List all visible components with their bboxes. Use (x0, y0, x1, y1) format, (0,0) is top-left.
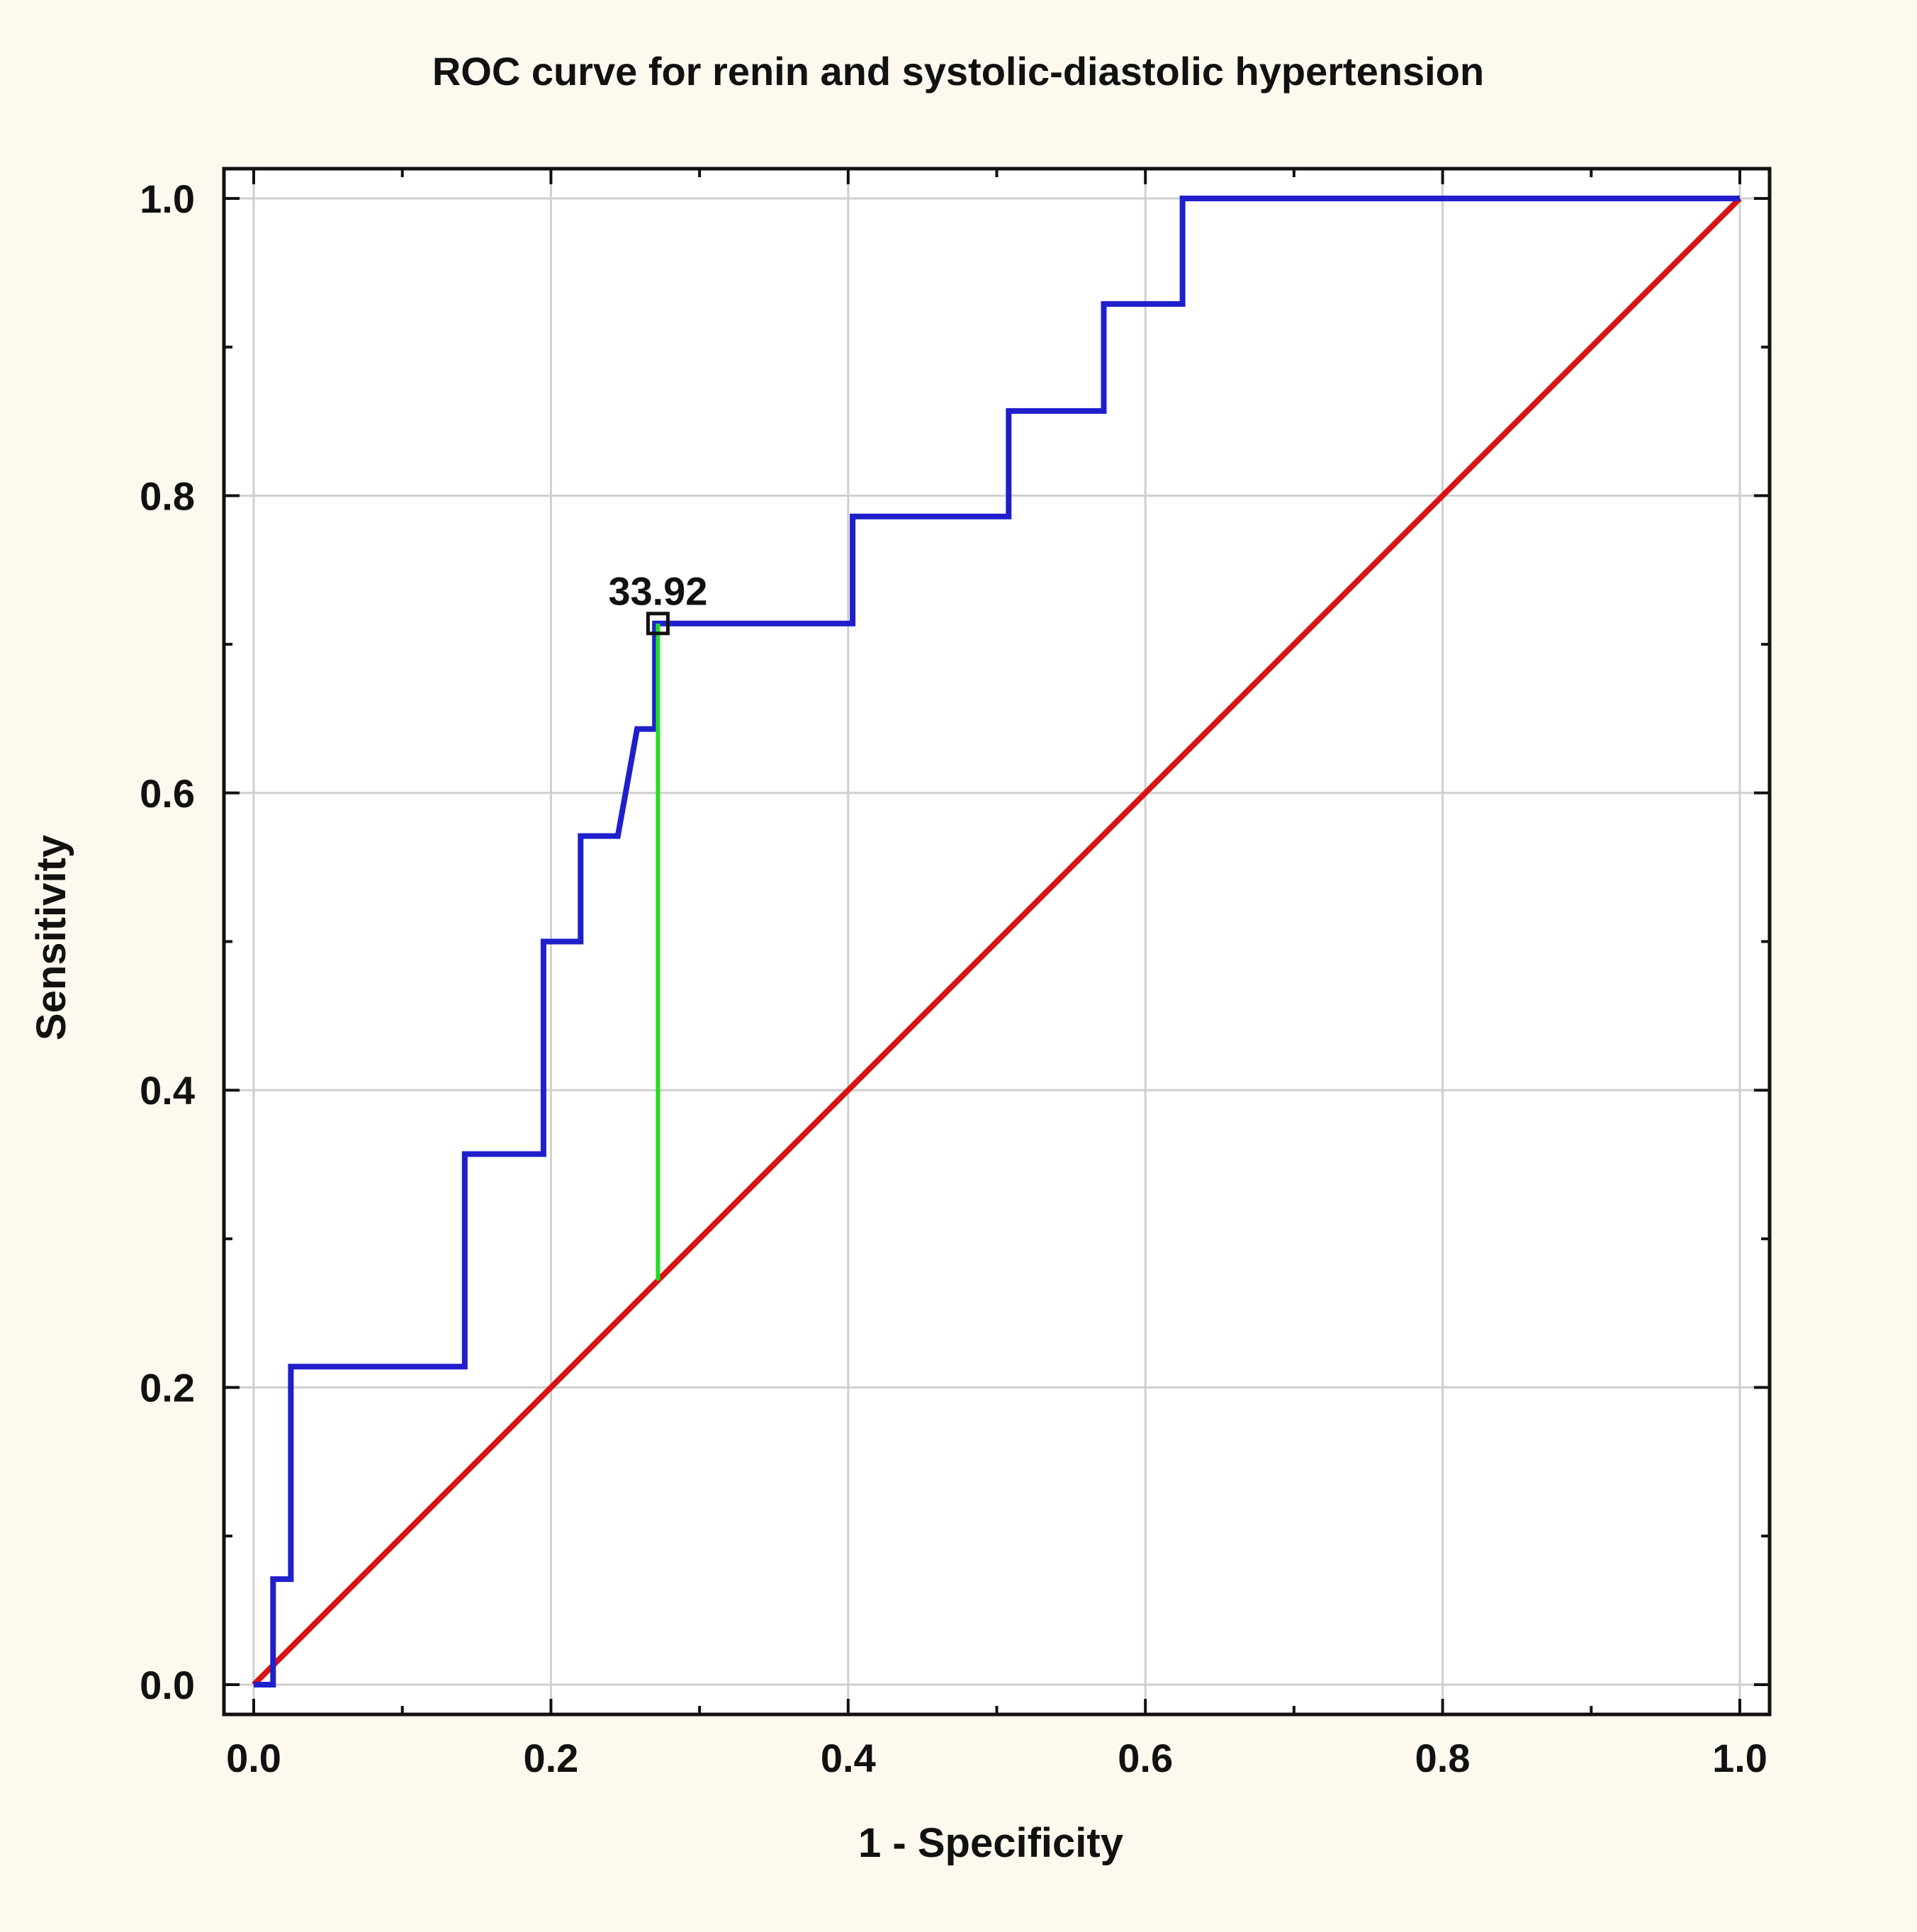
y-tick-label: 0.4 (140, 1068, 195, 1113)
x-tick-label: 1.0 (1712, 1736, 1767, 1780)
axis-ticks (224, 169, 1770, 1714)
x-tick-label: 0.4 (821, 1736, 876, 1780)
plot-frame (222, 167, 1772, 1717)
x-tick-label: 0.2 (523, 1736, 578, 1780)
y-tick-label: 1.0 (140, 176, 195, 221)
x-tick-label: 0.8 (1415, 1736, 1471, 1780)
y-tick-label: 0.8 (140, 473, 195, 518)
x-axis-label: 1 - Specificity (858, 1820, 1123, 1866)
x-tick-label: 0.0 (226, 1736, 281, 1780)
y-tick-label: 0.2 (140, 1366, 195, 1410)
cutoff-label: 33.92 (608, 569, 707, 614)
y-tick-label: 0.6 (140, 771, 195, 816)
tick-labels: 0.0 0.2 0.4 0.6 0.8 1.0 0.0 0.2 0.4 0.6 0.8 1.0 (140, 176, 1767, 1780)
x-tick-label: 0.6 (1118, 1736, 1173, 1780)
y-tick-label: 0.0 (140, 1663, 195, 1707)
roc-curve-line (254, 196, 1740, 1687)
cutoff-marker (646, 612, 670, 636)
annotation-layer: 33.92 (608, 569, 707, 636)
y-axis-label: Sensitivity (28, 835, 74, 1040)
grid-lines (224, 169, 1770, 1714)
chart-title: ROC curve for renin and systolic-diastol… (432, 49, 1484, 94)
series-layer (252, 196, 1742, 1687)
reference-diagonal-line (252, 196, 1742, 1687)
